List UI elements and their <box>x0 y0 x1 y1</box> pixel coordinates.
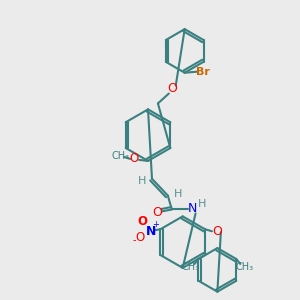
Text: H: H <box>198 200 207 209</box>
Text: CH₃: CH₃ <box>111 151 129 161</box>
Text: CH₃: CH₃ <box>182 262 200 272</box>
Text: O: O <box>130 152 139 165</box>
Text: N: N <box>188 202 197 215</box>
Text: O: O <box>167 82 177 95</box>
Text: O: O <box>135 231 144 244</box>
Text: H: H <box>138 176 146 186</box>
Text: H: H <box>174 189 182 199</box>
Text: O: O <box>212 225 222 238</box>
Text: CH₃: CH₃ <box>235 262 253 272</box>
Text: O: O <box>152 206 162 219</box>
Text: -: - <box>133 235 136 245</box>
Text: O: O <box>138 215 148 228</box>
Text: +: + <box>152 220 159 229</box>
Text: N: N <box>146 225 157 238</box>
Text: Br: Br <box>196 67 209 77</box>
